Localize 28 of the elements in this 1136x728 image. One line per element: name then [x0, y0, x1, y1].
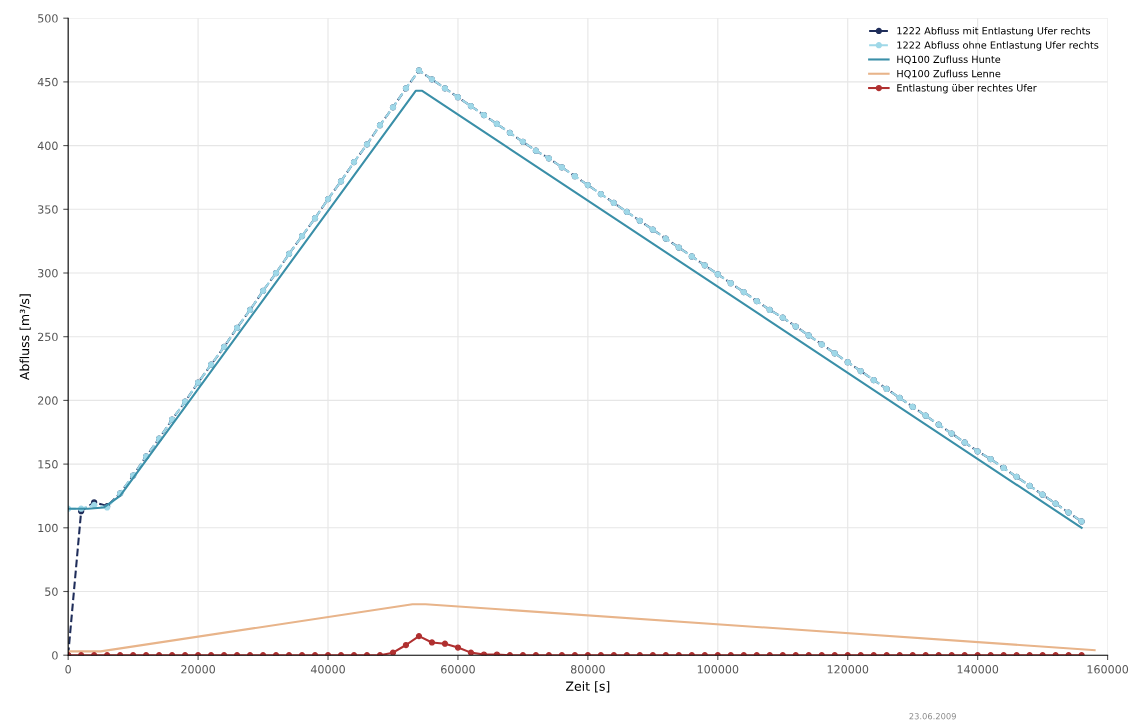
- x-axis-title: Zeit [s]: [566, 681, 610, 693]
- x-tick-label: 120000: [827, 665, 869, 674]
- legend-label: HQ100 Zufluss Hunte: [897, 55, 1001, 65]
- y-tick-label: 250: [38, 332, 58, 342]
- legend-label: 1222 Abfluss mit Entlastung Ufer rechts: [897, 26, 1091, 37]
- y-tick-label: 350: [38, 205, 58, 214]
- x-tick-label: 160000: [1087, 665, 1129, 674]
- legend-label: HQ100 Zufluss Lenne: [897, 69, 1001, 79]
- legend-label: 1222 Abfluss ohne Entlastung Ufer rechts: [897, 41, 1099, 51]
- legend-label: Entlastung über rechtes Ufer: [897, 84, 1037, 94]
- y-tick-label: 450: [37, 77, 58, 87]
- x-tick-label: 140000: [957, 665, 999, 674]
- y-axis-title: Abfluss [m³/s]: [19, 294, 31, 381]
- y-tick-label: 200: [38, 396, 58, 405]
- y-tick-label: 500: [38, 14, 58, 23]
- text: 23.06.2009: [909, 713, 956, 720]
- y-tick-label: 0: [52, 651, 58, 660]
- y-tick-label: 100: [38, 523, 58, 533]
- x-tick-label: 0: [65, 665, 71, 674]
- y-tick-label: 400: [37, 141, 58, 150]
- y-tick-label: 300: [38, 268, 58, 278]
- x-tick-label: 20000: [181, 665, 216, 674]
- x-tick-label: 80000: [570, 665, 605, 674]
- x-tick-label: 40000: [310, 665, 345, 674]
- y-tick-label: 150: [38, 460, 58, 469]
- x-tick-label: 100000: [697, 665, 739, 674]
- y-tick-label: 50: [45, 587, 58, 596]
- x-tick-label: 60000: [441, 665, 475, 674]
